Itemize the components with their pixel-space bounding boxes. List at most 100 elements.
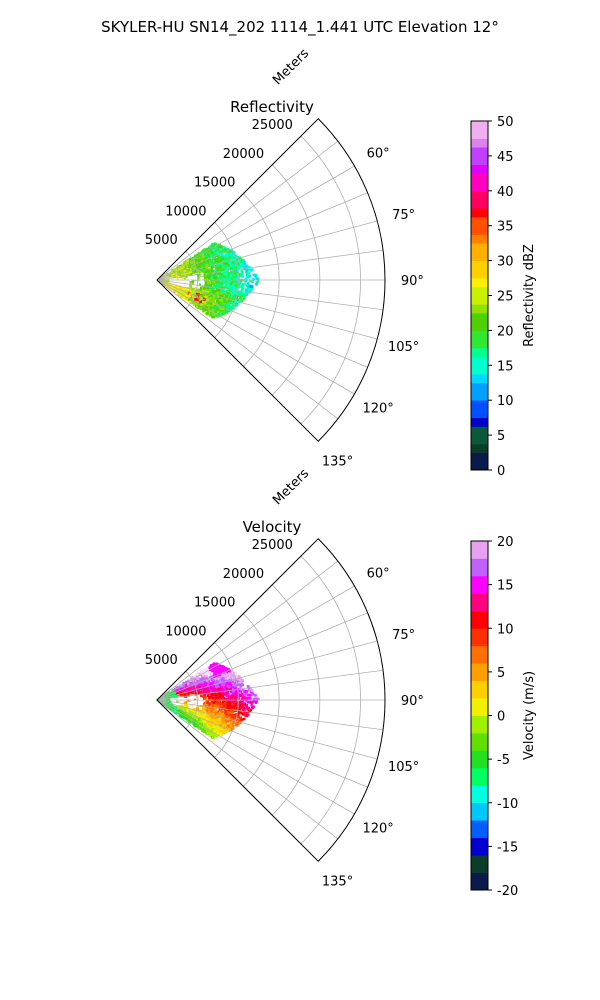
echo-pixel [223,672,227,675]
echo-pixel [212,305,216,309]
echo-pixel [181,713,185,716]
echo-pixel [212,281,216,284]
echo-pixel [227,682,231,686]
echo-pixel [245,268,248,272]
echo-pixel [238,282,242,285]
echo-pixel [238,259,241,263]
echo-pixel [218,299,222,302]
echo-pixel [180,714,183,717]
colorbar-segment [471,391,488,401]
colorbar-segment [471,426,488,436]
echo-pixel [205,251,209,255]
echo-pixel [220,299,224,302]
echo-pixel [188,272,192,276]
echo-pixel [227,302,230,305]
colorbar-tick-label: 40 [497,185,514,200]
echo-pixel [210,274,214,277]
echo-pixel [228,255,231,259]
echo-pixel [190,688,193,692]
echo-pixel [223,297,227,300]
echo-pixel [201,725,204,729]
echo-pixel [212,684,216,688]
range-tick-label: 25000 [252,118,293,133]
echo-pixel [185,264,189,268]
echo-pixel [203,678,207,681]
echo-pixel [247,283,250,286]
echo-pixel [194,724,197,728]
echo-pixel [175,709,178,712]
echo-pixel [253,699,257,703]
echo-pixel [203,268,207,271]
echo-pixel [233,264,237,267]
echo-pixel [204,263,207,267]
echo-pixel [222,274,226,278]
echo-pixel [195,260,199,264]
echo-pixel [216,281,220,284]
echo-pixel [221,701,225,704]
echo-pixel [191,291,194,295]
echo-pixel [204,248,207,251]
echo-pixel [215,267,218,270]
echo-pixel [247,700,250,704]
echo-pixel [214,244,217,247]
echo-pixel [234,261,237,264]
echo-pixel [198,283,202,286]
echo-pixel [176,686,179,689]
echo-pixel [170,708,173,711]
echo-pixel [194,255,197,258]
echo-pixel [226,262,229,266]
echo-pixel [178,709,181,712]
echo-pixel [224,298,228,302]
echo-pixel [218,701,221,704]
echo-pixel [250,287,254,291]
range-axis-label: Meters [270,46,312,88]
echo-pixel [213,311,216,314]
echo-pixel [223,708,227,712]
echo-pixel [221,277,225,280]
echo-pixel [226,287,229,290]
echo-pixel [238,258,241,261]
echo-pixel [238,708,242,711]
echo-pixel [227,699,231,703]
angle-tick-label: 90° [401,274,424,289]
echo-pixel [229,280,233,283]
echo-pixel [202,306,205,309]
echo-pixel [203,706,207,709]
echo-pixel [228,725,231,729]
echo-pixel [204,310,208,314]
echo-pixel [216,310,220,314]
radial-gridline [156,192,368,281]
echo-pixel [231,292,235,295]
range-tick-label: 10000 [165,204,206,219]
echo-pixel [215,291,219,295]
echo-pixel [229,253,232,257]
echo-pixel [203,287,206,291]
echo-pixel [208,287,212,290]
echo-pixel [205,714,208,717]
echo-gap [173,277,177,281]
echo-pixel [255,277,258,280]
angle-tick-label: 105° [388,340,419,355]
echo-pixel [225,266,229,270]
echo-pixel [224,275,227,279]
echo-pixel [210,696,213,699]
echo-pixel [243,713,246,716]
echo-pixel [197,708,200,712]
echo-pixel [224,675,228,678]
echo-pixel [228,296,231,299]
echo-pixel [208,289,211,292]
echo-pixel [175,692,178,695]
echo-pixel [211,308,214,311]
echo-pixel [177,286,180,289]
echo-pixel [211,311,215,315]
echo-pixel [215,681,218,684]
colorbar-segment [471,138,488,148]
echo-pixel [222,312,226,316]
echo-gap [191,276,195,280]
echo-pixel [199,295,202,298]
echo-pixel [199,716,203,719]
echo-pixel [213,693,216,697]
echo-pixel [208,303,212,306]
echo-pixel [233,691,237,695]
